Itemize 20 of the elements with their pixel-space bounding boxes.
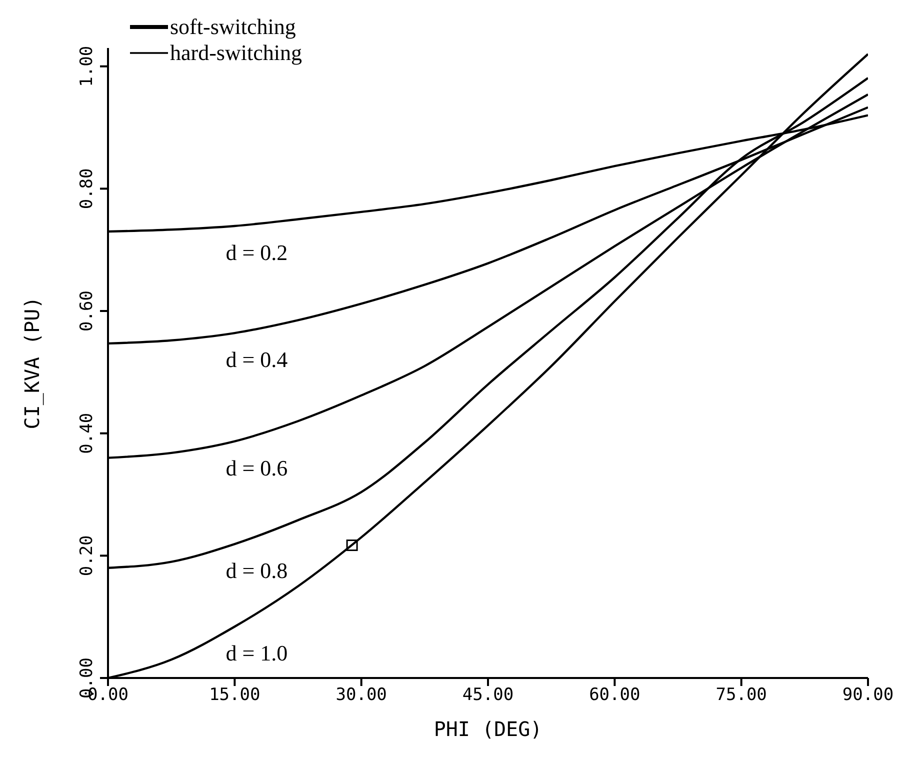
y-axis-title: CI_KVA (PU)	[20, 296, 44, 430]
text: soft-switching	[170, 14, 296, 40]
annotation: hard-switching	[170, 40, 302, 66]
x-tick-label: 15.00	[209, 685, 260, 706]
y-tick-label: 0.60	[77, 290, 97, 332]
series-label: d = 0.4	[226, 347, 288, 372]
x-tick-label: 30.00	[336, 685, 387, 706]
series-label: d = 1.0	[226, 640, 288, 666]
y-tick-label: 0.20	[77, 535, 97, 576]
x-axis-title: PHI (DEG)	[434, 717, 542, 741]
series-label: d = 0.8	[226, 558, 288, 584]
x-tick-label: 90.00	[842, 685, 894, 706]
x-tick-label: 60.00	[589, 685, 640, 706]
x-tick-label: 75.00	[716, 685, 767, 706]
y-tick-label: 0.80	[77, 168, 97, 210]
series-label: d = 0.6	[226, 455, 288, 480]
y-tick-label: 0.40	[77, 412, 97, 454]
x-tick-label: 45.00	[462, 685, 514, 706]
series-label: d = 0.2	[226, 240, 288, 265]
y-tick-label: 1.00	[77, 46, 97, 87]
